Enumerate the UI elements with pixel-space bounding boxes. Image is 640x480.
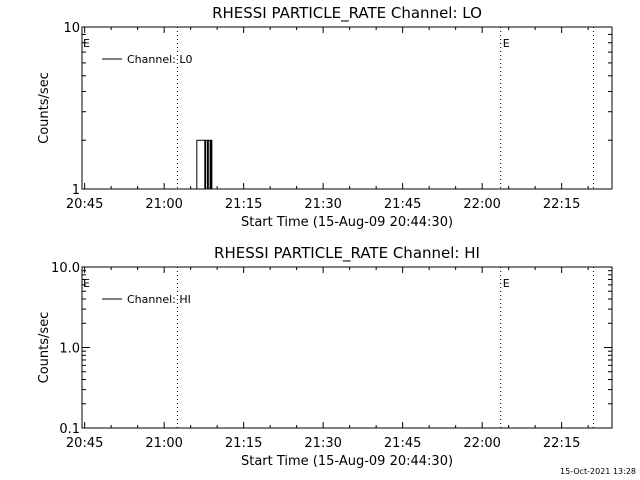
panel-1-start-marker-label: E <box>83 37 90 50</box>
panel-1-x-tick-label: 21:30 <box>304 197 341 212</box>
panel-2-y-axis-label: Counts/sec <box>37 312 52 384</box>
panel-1-y-tick-label: 1 <box>72 183 80 198</box>
panel-1-title: RHESSI PARTICLE_RATE Channel: LO <box>212 4 482 23</box>
panel-1-x-tick-label: 22:15 <box>543 197 580 212</box>
panel-1-x-tick-label: 21:15 <box>225 197 262 212</box>
panel-1-x-tick-label: 21:00 <box>145 197 182 212</box>
panel-2-x-tick-label: 21:00 <box>145 436 182 451</box>
panel-1-series-line <box>195 139 213 190</box>
footer-timestamp: 15-Oct-2021 13:28 <box>560 467 636 476</box>
panel-1-frame <box>81 26 613 190</box>
panel-2-x-tick-label: 20:45 <box>66 436 103 451</box>
panel-2-x-tick-label: 21:15 <box>225 436 262 451</box>
panel-1-y-tick-label: 10 <box>63 21 80 36</box>
panel-2-y-tick-label: 1.0 <box>59 342 80 357</box>
panel-1-y-axis-label: Counts/sec <box>37 72 52 144</box>
panel-2-x-tick-label: 21:45 <box>384 436 421 451</box>
panel-1-x-tick-label: 22:00 <box>463 197 500 212</box>
panel-2-x-axis-label: Start Time (15-Aug-09 20:44:30) <box>241 454 453 469</box>
panel-1-event-marker-label: E <box>503 37 510 50</box>
panel-2-x-tick-label: 22:00 <box>463 436 500 451</box>
panel-2-event-marker-label: E <box>503 277 510 290</box>
panel-2-x-tick-label: 21:30 <box>304 436 341 451</box>
panel-2-x-tick-label: 22:15 <box>543 436 580 451</box>
panel-1-legend-label: Channel: L0 <box>127 53 193 66</box>
panel-2-legend-label: Channel: HI <box>127 293 191 306</box>
panel-2-y-tick-label: 0.1 <box>59 422 80 437</box>
panel-2-y-tick-label: 10.0 <box>51 261 80 276</box>
panel-2-start-marker-label: E <box>83 277 90 290</box>
panel-1-x-tick-label: 20:45 <box>66 197 103 212</box>
panel-2-title: RHESSI PARTICLE_RATE Channel: HI <box>214 244 480 263</box>
panel-1-x-tick-label: 21:45 <box>384 197 421 212</box>
panel-2-frame <box>81 266 613 429</box>
panel-1-x-axis-label: Start Time (15-Aug-09 20:44:30) <box>241 215 453 230</box>
